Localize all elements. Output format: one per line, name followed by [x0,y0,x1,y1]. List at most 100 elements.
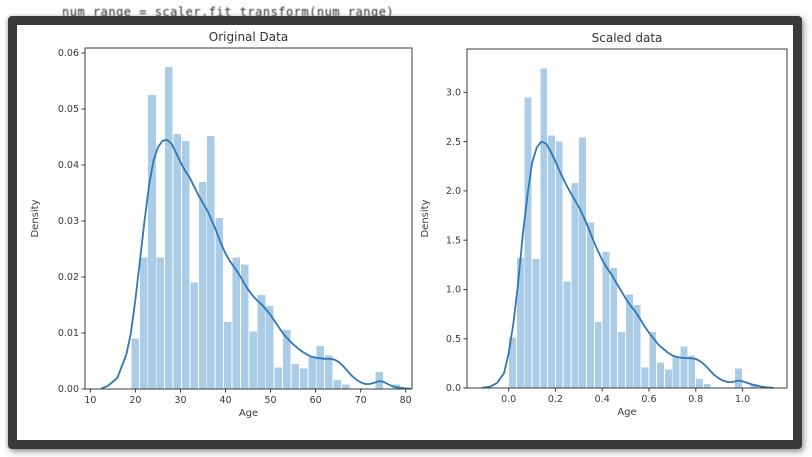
hist-bar [563,281,571,388]
y-tick-label: 2.0 [446,186,461,197]
chart-title: Original Data [209,30,288,44]
hist-bar [207,135,215,389]
hist-bar [657,362,664,388]
x-axis-label: Age [239,408,258,419]
hist-bar [215,218,224,389]
hist-bar [696,379,703,388]
hist-bar [516,257,524,388]
x-tick-label: 80 [400,395,412,406]
hist-bar [148,95,156,389]
hist-bar [633,305,641,388]
x-tick-label: 0.4 [595,394,610,405]
hist-bar [156,257,165,389]
hist-bar [734,368,742,388]
hist-bar [131,338,139,389]
hist-bar [139,257,148,389]
y-tick-label: 0.0 [446,383,461,394]
hist-bar [579,137,587,388]
hist-bar [641,367,649,388]
x-tick-label: 40 [219,395,231,406]
original-data-chart-bars [131,67,401,389]
hist-bar [198,181,207,389]
hist-bar [594,321,602,388]
hist-bar [333,380,342,389]
y-tick-label: 1.0 [446,285,461,296]
plot-window: 10 20 30 40 50 60 70 80 0.00 0.01 0.02 0.03 0.04 0.05… [8,16,802,449]
scaled-data-chart: 0.0 0.2 0.4 0.6 0.8 1.0 0.0 0.5 1.0 1.5 2.0 2.5 3.0 S… [420,31,788,418]
x-tick-label: 50 [265,395,277,406]
hist-bar [688,355,696,388]
x-tick-label: 1.0 [735,394,750,405]
hist-bar [750,384,758,388]
hist-bar [555,141,563,388]
hist-bar [532,258,540,388]
axes-frame [84,47,413,390]
hist-bar [672,356,680,388]
y-axis-label: Density [30,199,41,237]
y-tick-label: 1.5 [446,235,461,246]
x-tick-label: 20 [129,395,141,406]
hist-bar [548,135,555,388]
x-tick-label: 0.0 [501,394,516,405]
y-tick-label: 0.00 [58,384,79,395]
hist-bar [257,294,266,389]
hist-bar [190,282,198,389]
scaled-data-chart-bars [509,68,758,389]
x-tick-label: 0.2 [548,394,563,405]
hist-bar [165,67,173,389]
axes-frame [466,48,788,389]
y-tick-label: 0.5 [446,334,461,345]
hist-bar [325,355,333,389]
y-tick-label: 0.03 [58,216,79,227]
y-tick-label: 2.5 [446,137,461,148]
x-tick-label: 0.8 [688,394,703,405]
hist-bar [173,134,182,389]
y-tick-label: 0.01 [58,328,79,339]
hist-bar [509,337,516,388]
clipped-code-text: num_range = scaler.fit_transform(num_ran… [10,0,770,17]
hist-bar [571,183,579,388]
chart-title: Scaled data [592,31,663,45]
hist-bar [680,346,688,388]
kde-curve [481,140,774,389]
hist-bar [232,257,240,389]
x-tick-label: 10 [84,395,96,406]
y-tick-label: 0.05 [58,104,79,115]
clipped-code-line: num_range = scaler.fit_transform(num_ran… [62,5,395,17]
x-tick-label: 60 [310,395,322,406]
x-tick-label: 30 [174,395,186,406]
y-axis-label: Density [420,199,431,237]
hist-bar [249,331,257,389]
figure: 10 20 30 40 50 60 70 80 0.00 0.01 0.02 0.03 0.04 0.05… [30,30,788,419]
y-tick-label: 0.02 [58,272,79,283]
hist-bar [602,252,610,388]
hist-bar [341,384,350,389]
y-tick-label: 0.06 [58,48,79,59]
hist-bar [274,367,283,389]
hist-bar [291,363,299,389]
hist-bar [308,356,316,389]
hist-bar [224,321,232,389]
hist-bar [181,140,190,389]
hist-bar [610,267,618,388]
hist-bar [316,345,325,389]
hist-bar [524,97,532,388]
original-data-chart: 10 20 30 40 50 60 70 80 0.00 0.01 0.02 0.03 0.04 0.05… [30,30,413,419]
x-axis-label: Age [617,407,636,418]
hist-bar [540,68,548,389]
hist-bar [625,294,633,388]
kde-curve [100,138,412,390]
y-tick-label: 0.04 [58,160,79,171]
x-tick-label: 70 [355,395,367,406]
hist-bar [649,331,657,388]
hist-bar [586,222,594,388]
hist-bar [299,368,308,389]
hist-bar [664,369,672,388]
hist-bar [618,331,626,388]
hist-bar [283,330,291,389]
hist-bar [266,306,274,389]
y-tick-label: 3.0 [446,88,461,99]
hist-bar [240,264,249,389]
x-tick-label: 0.6 [641,394,656,405]
